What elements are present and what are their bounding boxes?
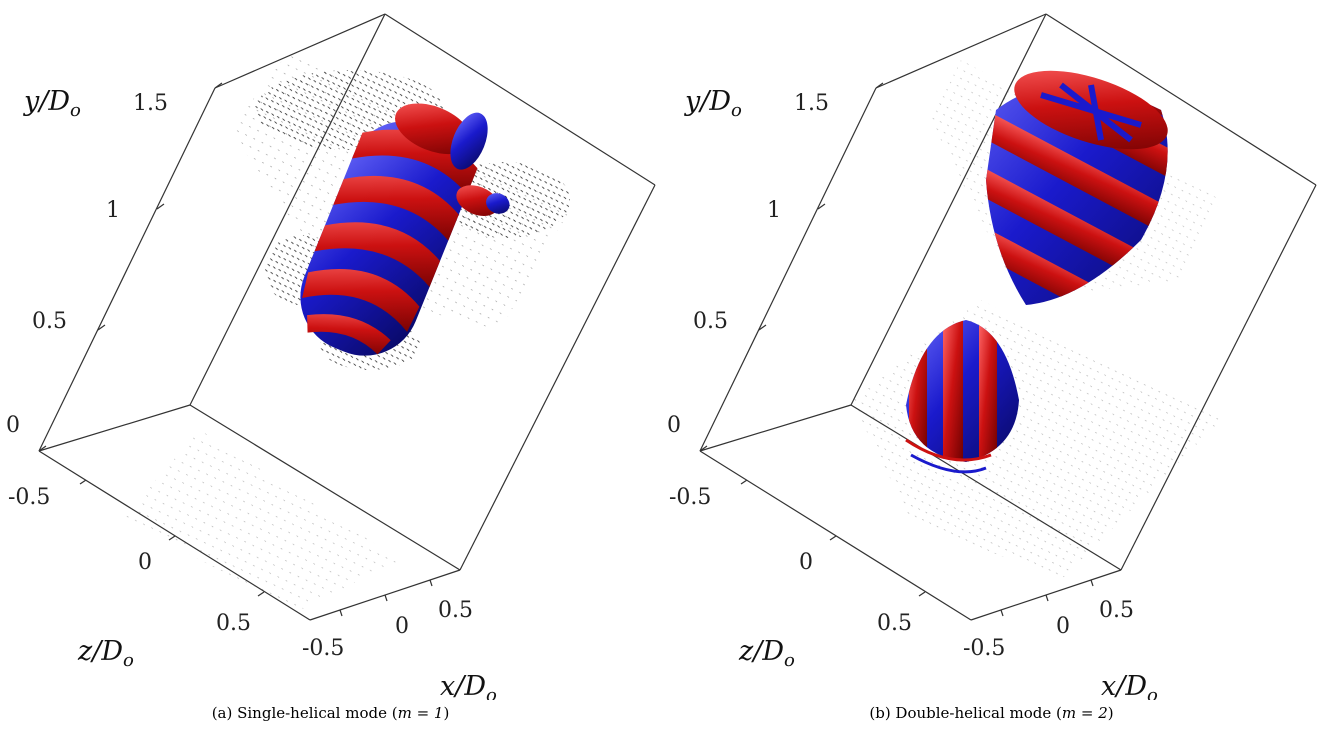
x-axis: -0.5 0 0.5 x/Do — [302, 579, 497, 700]
y-tick-2: 1 — [106, 198, 120, 223]
z-tick-2: 0.5 — [216, 611, 251, 636]
y-tick-2: 1 — [767, 198, 781, 223]
y-tick-3: 1.5 — [133, 91, 168, 116]
panel-b-plot: 0 0.5 1 1.5 y/Do -0.5 0 0.5 z/Do -0.5 0 … — [667, 13, 1317, 700]
z-axis: -0.5 0 0.5 z/Do — [669, 479, 926, 671]
y-tick-1: 0.5 — [32, 309, 67, 334]
z-tick-2: 0.5 — [877, 611, 912, 636]
z-axis-label: z/Do — [77, 636, 134, 671]
z-tick-1: 0 — [138, 550, 152, 575]
x-tick-1: 0 — [395, 614, 409, 639]
y-axis: 0 0.5 1 1.5 y/Do — [667, 82, 884, 452]
caption-panel-b: (b) Double-helical mode (m = 2) — [869, 704, 1114, 722]
y-tick-0: 0 — [6, 413, 20, 438]
z-tick-0: -0.5 — [669, 485, 711, 510]
x-tick-0: -0.5 — [302, 636, 344, 661]
figure-panel-b: 0 0.5 1 1.5 y/Do -0.5 0 0.5 z/Do -0.5 0 … — [661, 0, 1322, 733]
panel-a-plot: 0 0.5 1 1.5 y/Do -0.5 0 0.5 z/Do -0.5 0 … — [6, 13, 656, 700]
y-axis-label: y/Do — [684, 86, 742, 121]
helical-isosurface-structure — [300, 103, 510, 356]
z-tick-0: -0.5 — [8, 485, 50, 510]
caption-panel-a: (a) Single-helical mode (m = 1) — [211, 704, 450, 722]
x-axis-label: x/Do — [440, 671, 497, 700]
x-axis-label: x/Do — [1101, 671, 1158, 700]
y-axis-label: y/Do — [23, 86, 81, 121]
y-tick-1: 0.5 — [693, 309, 728, 334]
z-axis: -0.5 0 0.5 z/Do — [8, 479, 265, 671]
figure-panel-a: 0 0.5 1 1.5 y/Do -0.5 0 0.5 z/Do -0.5 0 … — [6, 13, 656, 722]
y-tick-3: 1.5 — [794, 91, 829, 116]
y-axis: 0 0.5 1 1.5 y/Do — [6, 82, 223, 452]
y-tick-0: 0 — [667, 413, 681, 438]
x-tick-2: 0.5 — [1099, 598, 1134, 623]
x-tick-1: 0 — [1056, 614, 1070, 639]
x-tick-2: 0.5 — [438, 598, 473, 623]
z-axis-label: z/Do — [738, 636, 795, 671]
x-axis: -0.5 0 0.5 x/Do — [963, 579, 1158, 700]
z-tick-1: 0 — [799, 550, 813, 575]
x-tick-0: -0.5 — [963, 636, 1005, 661]
